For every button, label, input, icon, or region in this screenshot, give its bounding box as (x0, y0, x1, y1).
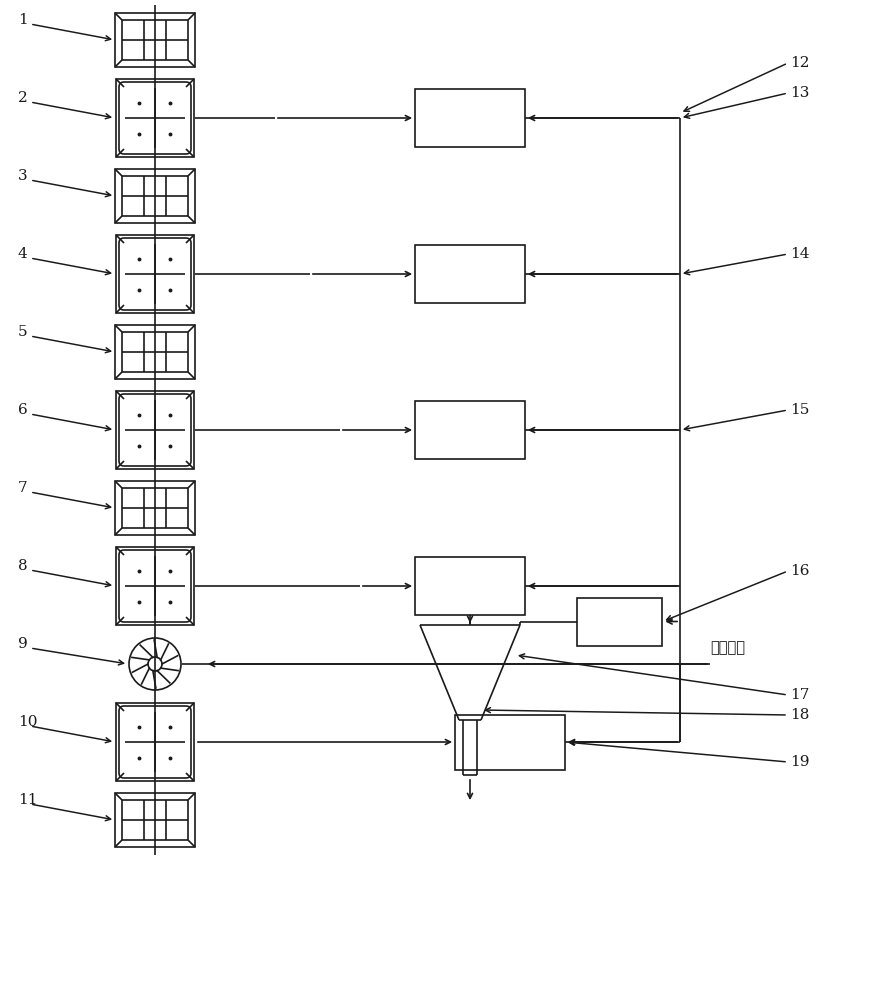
Text: 3: 3 (18, 169, 28, 183)
Bar (454, 714, 564, 770)
Bar (115, 481, 195, 535)
Bar (415, 401, 524, 459)
FancyBboxPatch shape (119, 706, 191, 778)
Bar (116, 391, 194, 469)
Text: 8: 8 (18, 559, 28, 573)
Text: 18: 18 (789, 708, 808, 722)
Text: 1: 1 (18, 13, 28, 27)
Text: 13: 13 (789, 86, 808, 100)
Text: 9: 9 (18, 637, 28, 651)
Bar (116, 79, 194, 157)
Text: 14: 14 (789, 247, 808, 261)
Text: 19: 19 (789, 755, 808, 769)
Bar (115, 13, 195, 67)
Text: 5: 5 (18, 325, 28, 339)
Bar (116, 703, 194, 781)
Bar (115, 793, 195, 847)
FancyBboxPatch shape (119, 550, 191, 622)
Text: 12: 12 (789, 56, 808, 70)
Text: 17: 17 (789, 688, 808, 702)
Text: 11: 11 (18, 793, 37, 807)
Bar (115, 325, 195, 379)
Bar (577, 597, 661, 646)
Bar (116, 547, 194, 625)
Text: 10: 10 (18, 715, 37, 729)
Text: 15: 15 (789, 403, 808, 417)
Text: 6: 6 (18, 403, 28, 417)
Bar (115, 169, 195, 223)
Bar (122, 176, 188, 216)
Text: 7: 7 (18, 481, 28, 495)
Bar (415, 557, 524, 615)
Text: 热一次风: 热一次风 (709, 640, 744, 655)
Bar (116, 235, 194, 313)
Text: 2: 2 (18, 91, 28, 105)
FancyBboxPatch shape (119, 82, 191, 154)
FancyBboxPatch shape (119, 394, 191, 466)
Text: 4: 4 (18, 247, 28, 261)
Text: 16: 16 (789, 564, 808, 578)
Bar (122, 20, 188, 60)
Bar (122, 488, 188, 528)
Bar (415, 89, 524, 147)
FancyBboxPatch shape (119, 238, 191, 310)
Bar (415, 245, 524, 303)
Bar (122, 332, 188, 372)
Bar (122, 800, 188, 840)
